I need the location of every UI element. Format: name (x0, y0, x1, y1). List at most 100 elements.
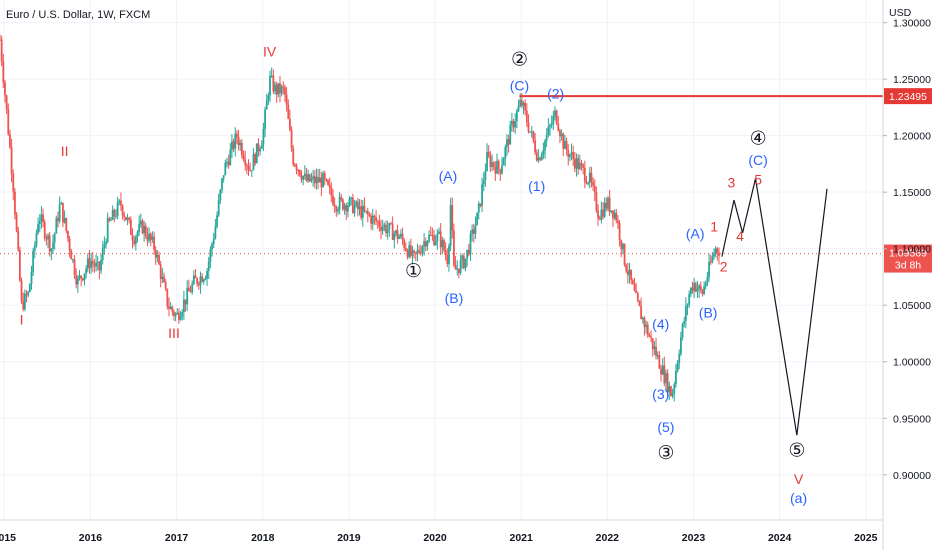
y-tick-label: 1.25000 (893, 74, 931, 86)
candle-body (555, 110, 558, 124)
candle-body (9, 134, 11, 148)
candle-body (328, 184, 331, 188)
wave-labels: IIIIIIIV①(A)(B)②(C)(1)(2)(4)(3)(5)③(A)(B… (20, 44, 808, 507)
candle-body (327, 180, 329, 185)
candle-body (691, 287, 694, 291)
candle-body (280, 86, 283, 94)
candle-body (626, 271, 629, 276)
x-tick-label: 2016 (79, 532, 103, 544)
candle-body (274, 84, 276, 92)
candle-body (259, 148, 261, 152)
candle-body (537, 157, 540, 161)
candle-body (573, 159, 576, 169)
candle-body (426, 241, 429, 247)
candle-body (708, 261, 710, 278)
candle-body (118, 200, 121, 203)
candle-body (511, 121, 513, 125)
candle-body (593, 185, 596, 193)
candle-body (305, 173, 308, 181)
y-tick-label: 1.20000 (893, 131, 931, 143)
candle-body (522, 102, 525, 106)
candle-body (588, 172, 591, 183)
candle-body (648, 335, 651, 337)
candle-body (645, 324, 647, 328)
candle-body (143, 226, 146, 234)
candle-body (535, 152, 538, 161)
candle-body (113, 210, 116, 217)
candle-body (693, 283, 696, 291)
candle-body (666, 373, 669, 393)
candle-body (43, 222, 46, 238)
candle-body (179, 316, 182, 320)
candle-body (176, 312, 179, 315)
candle-body (453, 230, 455, 266)
candle-body (615, 212, 618, 221)
candle-body (290, 130, 293, 149)
wave-label: ② (511, 50, 528, 71)
wave-label: IV (263, 44, 277, 60)
candle-body (23, 293, 26, 310)
wave-label: 5 (754, 171, 762, 187)
candle-body (554, 110, 556, 116)
candle-body (570, 152, 573, 155)
candle-body (587, 182, 590, 184)
candle-body (312, 176, 315, 179)
candle-body (499, 169, 502, 174)
candle-body (653, 346, 656, 349)
candle-body (53, 233, 56, 243)
candle-body (214, 226, 217, 239)
candle-body (386, 229, 389, 234)
candle-body (694, 283, 697, 292)
candle-body (351, 197, 354, 213)
candle-body (395, 230, 397, 234)
candle-body (221, 178, 223, 190)
wave-label: 2 (720, 258, 728, 274)
candle-body (62, 202, 64, 223)
candle-body (18, 249, 21, 281)
candle-body (70, 250, 73, 260)
candle-body (678, 353, 681, 364)
candle-body (199, 276, 202, 286)
candle-body (529, 131, 532, 133)
candle-body (698, 285, 701, 290)
candle-body (462, 255, 465, 269)
y-tick-label: 1.00000 (893, 357, 931, 369)
candle-body (20, 280, 23, 301)
candle-body (699, 285, 702, 290)
candle-body (424, 241, 427, 247)
candle-body (17, 230, 20, 250)
candle-body (504, 147, 507, 159)
candle-body (100, 260, 102, 271)
candle-body (166, 288, 169, 307)
resistance-price-tag (884, 88, 932, 105)
candle-body (683, 320, 686, 324)
candle-body (322, 173, 324, 188)
candle-body (398, 236, 401, 239)
candle-body (75, 275, 78, 285)
candle-body (348, 197, 351, 206)
candle-body (451, 205, 454, 231)
candle-body (658, 355, 661, 369)
candle-body (80, 275, 83, 279)
candle-body (189, 291, 192, 293)
candle-body (519, 100, 522, 107)
candle-body (335, 206, 338, 212)
candle-body (600, 209, 603, 220)
candle-body (90, 260, 93, 268)
candle-body (457, 268, 460, 274)
candle-body (30, 271, 33, 285)
candle-body (254, 154, 257, 164)
wave-label: (C) (510, 77, 529, 93)
candle-body (365, 210, 368, 212)
candle-body (549, 125, 551, 127)
candle-body (293, 164, 296, 166)
candle-body (186, 287, 189, 305)
candle-body (287, 104, 290, 119)
candle-body (612, 210, 614, 219)
candle-body (27, 291, 30, 296)
candle-body (646, 324, 649, 336)
candle-body (562, 133, 565, 149)
candle-body (598, 218, 601, 220)
